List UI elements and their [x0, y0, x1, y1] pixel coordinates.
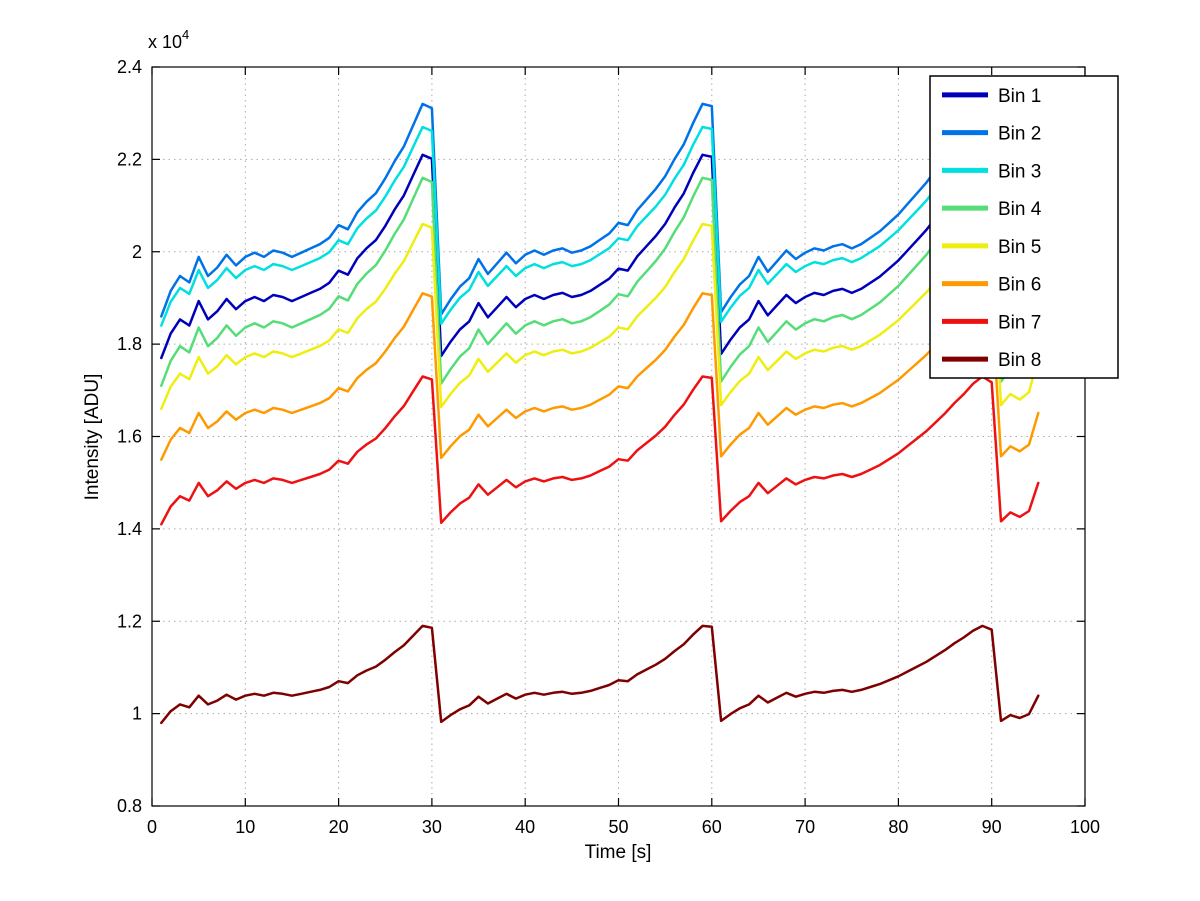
legend-label-bin-4: Bin 4 — [998, 199, 1042, 220]
y-axis-label: Intensity [ADU] — [82, 374, 103, 501]
y-tick-label: 1.6 — [117, 427, 142, 447]
x-tick-label: 60 — [702, 817, 722, 837]
y-axis-multiplier-exponent: 4 — [182, 27, 189, 42]
legend-label-bin-3: Bin 3 — [998, 161, 1041, 182]
legend-box — [929, 75, 1119, 379]
x-tick-label: 10 — [235, 817, 255, 837]
legend-label-bin-1: Bin 1 — [998, 86, 1041, 107]
x-tick-label: 50 — [608, 817, 628, 837]
legend-label-bin-2: Bin 2 — [998, 124, 1041, 145]
x-tick-label: 90 — [982, 817, 1002, 837]
x-tick-label: 100 — [1070, 817, 1100, 837]
legend-label-bin-6: Bin 6 — [998, 275, 1041, 296]
x-axis-label: Time [s] — [585, 842, 652, 863]
y-tick-label: 1.8 — [117, 334, 142, 354]
y-tick-label: 2.2 — [117, 149, 142, 169]
y-tick-labels: 0.8 1 1.2 1.4 1.6 1.8 2 2.2 2.4 — [117, 57, 142, 816]
series-line-bin-2 — [160, 102, 1040, 318]
y-axis-multiplier-base: x 10 — [148, 32, 182, 52]
x-tick-label: 0 — [147, 817, 157, 837]
legend-label-bin-7: Bin 7 — [998, 312, 1041, 333]
series-lines — [160, 102, 1040, 725]
x-tick-label: 30 — [422, 817, 442, 837]
x-tick-label: 40 — [515, 817, 535, 837]
series-line-bin-3 — [160, 125, 1040, 327]
y-tick-label: 1 — [132, 704, 142, 724]
x-tick-label: 80 — [888, 817, 908, 837]
y-tick-label: 1.2 — [117, 611, 142, 631]
x-tick-labels: 0 10 20 30 40 50 60 70 80 90 100 — [147, 817, 1100, 837]
series-line-bin-4 — [160, 176, 1040, 387]
y-tick-label: 1.4 — [117, 519, 142, 539]
x-tick-label: 70 — [795, 817, 815, 837]
y-tick-label: 2.4 — [117, 57, 142, 77]
legend-label-bin-8: Bin 8 — [998, 350, 1041, 371]
y-tick-label: 0.8 — [117, 796, 142, 816]
series-line-bin-1 — [160, 153, 1040, 360]
legend-label-bin-5: Bin 5 — [998, 237, 1041, 258]
x-tick-label: 20 — [329, 817, 349, 837]
series-line-bin-7 — [160, 375, 1040, 526]
series-line-bin-5 — [160, 222, 1040, 411]
series-line-bin-8 — [160, 624, 1040, 725]
y-tick-label: 2 — [132, 242, 142, 262]
legend: Bin 1 Bin 2 Bin 3 Bin 4 Bin 5 Bin 6 Bin 7 Bin 8 — [929, 75, 1119, 379]
series-line-bin-6 — [160, 292, 1040, 461]
y-axis-multiplier: x 104 — [148, 27, 189, 52]
tick-marks — [151, 66, 1086, 807]
